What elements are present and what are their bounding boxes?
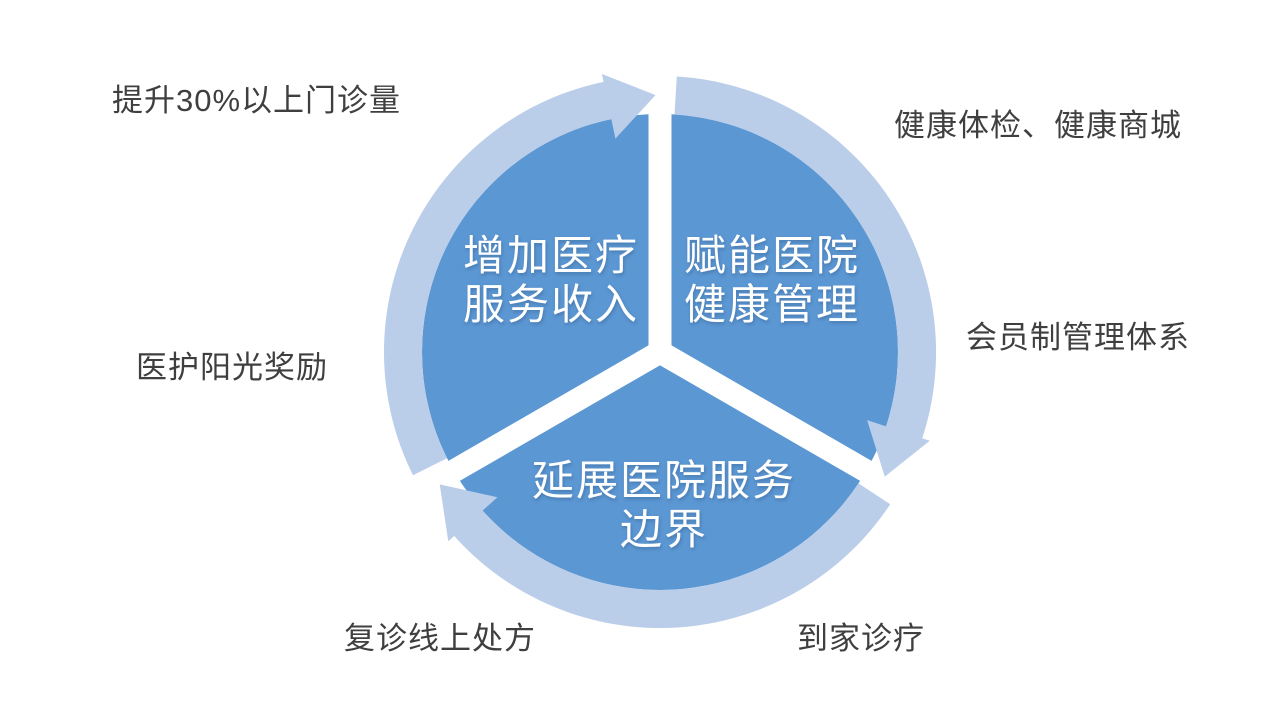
cycle-arrow-right-arc — [674, 76, 937, 442]
divider-bottom-left — [394, 342, 666, 512]
segment-label-enable-health-mgmt: 赋能医院 健康管理 — [683, 234, 860, 329]
annotation-checkup-mall: 健康体检、健康商城 — [894, 108, 1182, 143]
annotation-staff-reward: 医护阳光奖励 — [136, 350, 328, 385]
annotation-online-rx: 复诊线上处方 — [344, 621, 536, 656]
annotation-membership-system: 会员制管理体系 — [966, 320, 1190, 355]
annotation-home-care: 到家诊疗 — [797, 621, 925, 656]
cycle-arrow-left-arc — [383, 81, 615, 476]
cycle-arrow-bottom-head-icon — [439, 484, 498, 542]
annotation-outpatient-volume: 提升30%以上门诊量 — [112, 83, 402, 118]
segment-label-increase-revenue: 增加医疗 服务收入 — [462, 234, 639, 329]
cycle-arrows — [383, 74, 937, 629]
cycle-arrow-right-head-icon — [867, 420, 930, 477]
divider-bottom-right — [654, 342, 926, 512]
cycle-arrow-bottom-arc — [451, 483, 891, 629]
cycle-arrow-left-head-icon — [601, 74, 656, 139]
segment-dividers — [394, 52, 926, 512]
segment-label-extend-boundary: 延展医院服务 边界 — [531, 459, 796, 554]
